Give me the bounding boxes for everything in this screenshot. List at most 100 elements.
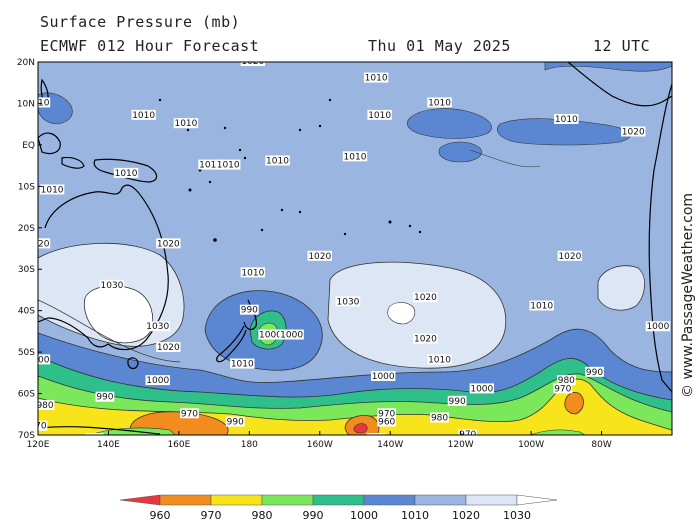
- isobar-label: 1010: [266, 156, 289, 166]
- isobar-label-bg: [585, 366, 604, 377]
- legend-level-label: 980: [252, 509, 273, 522]
- lat-label: 10S: [18, 182, 35, 192]
- lat-label: 20N: [17, 58, 35, 68]
- lat-label: 60S: [18, 390, 35, 400]
- forecast-time: 12 UTC: [593, 37, 651, 55]
- isobar-label-bg: [554, 114, 579, 125]
- isobar-label: 990: [241, 306, 258, 316]
- isobar-label: 1010: [344, 152, 367, 162]
- isobar-label: 970: [181, 409, 198, 419]
- lon-label: 180: [241, 440, 258, 450]
- isobar-label: 970: [459, 430, 476, 440]
- legend-level-label: 990: [303, 509, 324, 522]
- isobar-label-bg: [307, 250, 332, 261]
- isobar-label-bg: [430, 412, 449, 423]
- field-1000-1010-eq3: [497, 118, 631, 146]
- isobar-label: 1010: [241, 268, 264, 278]
- lon-label: 120W: [448, 440, 474, 450]
- isobar-label: 1030: [337, 297, 360, 307]
- credit-watermark: © www.PassageWeather.com: [680, 193, 696, 398]
- isobar-label-bg: [38, 420, 48, 431]
- isobar-label: 1000: [280, 331, 303, 341]
- isobar-label-bg: [427, 354, 452, 365]
- isobar-label-bg: [366, 433, 386, 435]
- isobar-label-bg: [225, 416, 245, 427]
- isobar-label-bg: [240, 267, 266, 278]
- isobar-label: 1000: [259, 331, 282, 341]
- credit-text: © www.PassageWeather.com: [680, 193, 696, 398]
- isobar-label: 990: [96, 393, 113, 403]
- lon-label: 140E: [97, 440, 120, 450]
- isobar-label-bg: [363, 72, 389, 83]
- isobar-label: 1010: [365, 74, 388, 84]
- isobar-label-bg: [156, 238, 181, 249]
- lat-label: 30S: [18, 265, 35, 275]
- isobar-label-bg: [173, 118, 199, 129]
- isobar-label-bg: [156, 341, 181, 352]
- field-1020-1030-pac: [327, 261, 507, 369]
- isobar-label: 1010: [530, 302, 553, 312]
- isobar-labels: 1020 1010 1010 1010 1010 1010 1010 1010 1010 1010…: [36, 62, 671, 440]
- isobar-label: 1010: [368, 111, 391, 121]
- legend-swatch-high: [516, 494, 558, 506]
- legend-level-label: 1000: [350, 509, 378, 522]
- isobar-label-bg: [230, 358, 255, 369]
- field-960-970-c: [564, 392, 584, 415]
- isobar-label-bg: [370, 370, 396, 381]
- isobar-label-bg: [239, 304, 259, 315]
- isobar-label: 1000: [646, 322, 669, 332]
- legend-swatch: [159, 494, 212, 506]
- isobar-label: 970: [378, 409, 395, 419]
- lon-label: 100W: [518, 440, 544, 450]
- isobar-label-bg: [99, 279, 125, 290]
- isobar-label: 1020: [558, 252, 581, 262]
- field-950-960-b: [353, 423, 368, 434]
- model-label: ECMWF 012 Hour Forecast: [40, 37, 260, 55]
- legend-level-label: 970: [201, 509, 222, 522]
- legend-level-label: 1020: [452, 509, 480, 522]
- legend-swatch: [261, 494, 314, 506]
- isobar-label: 1020: [414, 293, 437, 303]
- isobar-label: 990: [586, 368, 603, 378]
- field-980-990-bottom: [89, 427, 586, 435]
- isobar-label-bg: [131, 109, 156, 120]
- isobar-label: 1030: [146, 322, 169, 332]
- lon-label: 160W: [307, 440, 333, 450]
- isobar-label: 1010: [115, 169, 138, 179]
- isobar-label: 980: [431, 413, 448, 423]
- field-1030-plus-pac: [387, 302, 416, 325]
- isobar-label-bg: [180, 408, 199, 419]
- isobar-label-bg: [458, 429, 478, 435]
- isobar-label-bg: [95, 391, 115, 402]
- isobar-label-bg: [413, 333, 438, 344]
- plot-frame: [37, 61, 673, 436]
- isobar-label: 1020: [622, 127, 645, 137]
- pressure-legend: 960 970 980 990 1000 1010 1020 1030: [119, 494, 558, 522]
- isobar-label-bg: [258, 329, 283, 340]
- legend-swatch-low: [119, 494, 161, 506]
- lon-label: 80W: [591, 440, 611, 450]
- legend-level-label: 1010: [401, 509, 429, 522]
- isobar-label: 970: [554, 384, 571, 394]
- isobar-label: 980: [36, 401, 53, 411]
- lat-label: EQ: [22, 141, 35, 151]
- legend-level-label: 960: [150, 509, 171, 522]
- legend-level-label: 1030: [503, 509, 531, 522]
- isobar-label-bg: [621, 126, 646, 137]
- isobar-label: 1030: [101, 281, 124, 291]
- isobar-label: 1000: [146, 376, 169, 386]
- legend-swatch: [210, 494, 263, 506]
- lon-label: 120E: [27, 440, 50, 450]
- isobar-label-bg: [216, 159, 241, 170]
- isobar-label-bg: [556, 375, 576, 386]
- isobar-label: 1010: [132, 111, 155, 121]
- isobar-label-bg: [279, 329, 304, 340]
- isobar-label-bg: [335, 296, 361, 307]
- isobar-label-bg: [38, 97, 51, 108]
- isobar-label: 1010: [428, 98, 451, 108]
- lat-label: 20S: [18, 224, 35, 234]
- isobar-label: 1000: [372, 372, 395, 382]
- landmass-outlines: [38, 62, 672, 435]
- isobar-label: 1010: [217, 161, 240, 171]
